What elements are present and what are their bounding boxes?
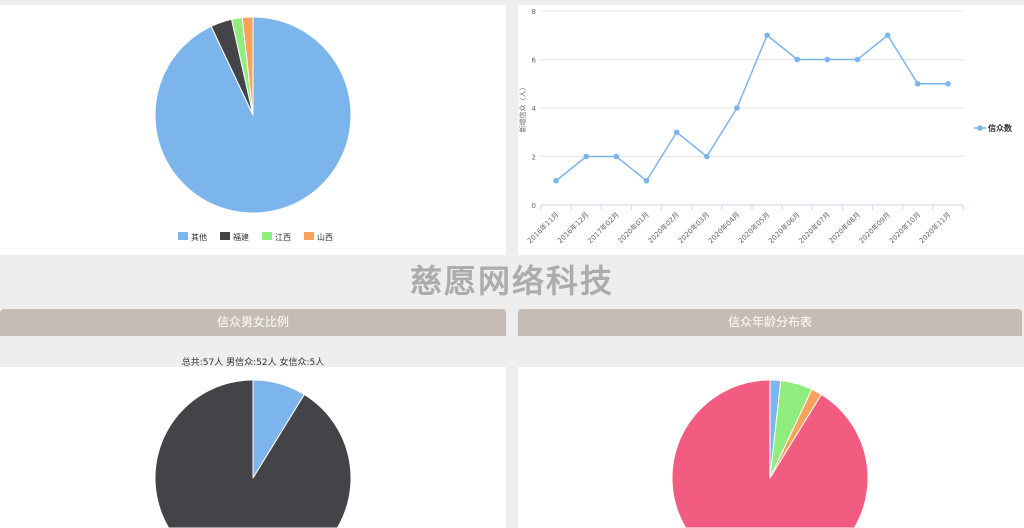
legend-swatch [220,232,230,240]
data-point [914,80,921,87]
pie-slice [231,17,254,116]
legend-swatch [304,232,314,240]
age-pie-chart [671,379,869,528]
data-point [794,56,801,63]
legend-label: 其他 [191,232,207,242]
legend-swatch [262,232,272,240]
pie-slice [210,18,254,116]
series-line [555,34,948,182]
region-pie-panel: 其他 福建 江西 山西 [0,5,506,255]
data-point [854,56,861,63]
gender-summary: 总共:57人 男信众:52人 女信众:5人 [181,358,325,368]
gender-pie-panel [0,367,506,528]
legend-label: 江西 [275,233,291,242]
data-point [824,56,831,63]
age-pie-panel [518,367,1024,528]
region-pie-chart: 其他 福建 江西 山西 [154,16,352,242]
data-point [673,129,680,136]
data-point [613,153,620,160]
data-point [583,153,590,160]
data-point [945,80,951,87]
gender-ratio-header: 信众男女比例 [0,309,506,336]
watermark: 慈愿网络科技 [409,262,614,300]
data-point [553,177,559,184]
legend-marker [977,125,983,131]
y-tick-label: 6 [532,57,537,65]
age-distribution-header: 信众年龄分布表 [518,309,1022,336]
y-tick-label: 8 [532,8,536,16]
legend-label: 福建 [233,232,249,242]
data-point [884,32,891,39]
y-axis-label: 新增信众（人） [518,84,527,133]
data-point [643,177,650,184]
pie-slice [241,16,254,116]
gender-pie-chart [154,379,352,528]
pie-slice [671,379,869,528]
data-point [764,32,770,39]
pie-slice [769,380,813,479]
y-tick-label: 4 [532,105,537,113]
legend-label: 山西 [317,232,333,242]
data-point [734,105,740,111]
new-believers-line-chart: 024682016年11月2016年12月2017年02月2020年01月202… [518,8,1013,245]
legend-label: 信众数 [988,123,1013,133]
trend-line-panel: 0 2 4 6 8 2016年11月 2016年12月 2017年02月 2020年01月 202… [518,5,1024,255]
pie-slice [769,388,822,479]
pie-slice [252,379,305,479]
y-tick-label: 2 [532,154,536,162]
y-tick-label: 0 [532,202,536,210]
pie-slice [154,379,352,528]
data-point [703,153,710,160]
x-tick-label: 2020年11月 [917,210,952,245]
legend-swatch [178,232,188,240]
